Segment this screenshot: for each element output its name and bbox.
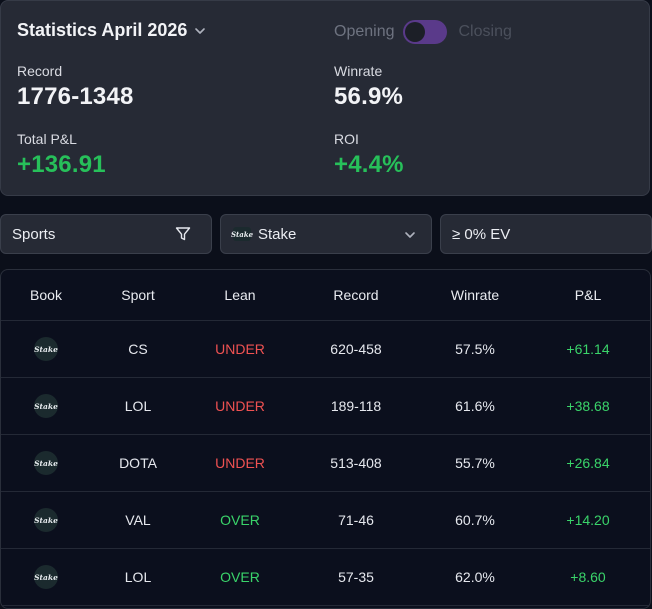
winrate-cell: 55.7% xyxy=(455,455,495,471)
winrate-value: 56.9% xyxy=(334,83,404,110)
opening-closing-toggle-group: Opening Closing xyxy=(334,20,512,44)
lean-cell: UNDER xyxy=(215,341,265,357)
lean-cell: UNDER xyxy=(215,455,265,471)
record-cell: 620-458 xyxy=(330,341,382,357)
stake-logo-icon: Stake xyxy=(231,227,253,241)
table-row[interactable]: Stake LOL OVER 57-35 62.0% +8.60 xyxy=(1,549,650,606)
toggle-label-closing: Closing xyxy=(458,23,512,40)
pnl-cell: +14.20 xyxy=(566,512,610,528)
record-stat: Record 1776-1348 xyxy=(17,63,134,111)
stake-logo-icon: Stake xyxy=(34,394,58,418)
ev-filter-input[interactable]: ≥ 0% EV xyxy=(440,214,652,254)
toggle-label-opening: Opening xyxy=(334,23,395,40)
stake-logo-icon: Stake xyxy=(34,337,58,361)
pnl-cell: +26.84 xyxy=(566,455,610,471)
statistics-card: Statistics April 2026 Opening Closing Re… xyxy=(0,0,650,196)
winrate-cell: 60.7% xyxy=(455,512,495,528)
filter-icon xyxy=(175,227,191,241)
stake-logo-icon: Stake xyxy=(34,508,58,532)
roi-label: ROI xyxy=(334,131,359,147)
book-dropdown-label: Stake xyxy=(258,225,297,243)
pnl-cell: +61.14 xyxy=(566,341,610,357)
winrate-cell: 62.0% xyxy=(455,569,495,585)
opening-closing-switch[interactable] xyxy=(402,20,447,44)
record-label: Record xyxy=(17,63,63,79)
winrate-cell: 57.5% xyxy=(455,341,495,357)
stake-logo-icon: Stake xyxy=(34,451,58,475)
table-row[interactable]: Stake VAL OVER 71-46 60.7% +14.20 xyxy=(1,492,650,549)
table-row[interactable]: Stake CS UNDER 620-458 57.5% +61.14 xyxy=(1,321,650,378)
table-header: Book Sport Lean Record Winrate P&L xyxy=(1,270,650,321)
table-row[interactable]: Stake DOTA UNDER 513-408 55.7% +26.84 xyxy=(1,435,650,492)
sport-cell: VAL xyxy=(125,512,151,528)
sport-cell: LOL xyxy=(124,398,152,414)
winrate-stat: Winrate 56.9% xyxy=(334,63,403,111)
roi-value: +4.4% xyxy=(334,151,404,178)
record-cell: 189-118 xyxy=(330,398,382,414)
record-value: 1776-1348 xyxy=(17,83,134,110)
pnl-cell: +8.60 xyxy=(570,569,606,585)
lean-cell: OVER xyxy=(220,569,260,585)
winrate-cell: 61.6% xyxy=(455,398,495,414)
roi-stat: ROI +4.4% xyxy=(334,131,404,179)
pnl-cell: +38.68 xyxy=(566,398,610,414)
book-dropdown[interactable]: Stake Stake xyxy=(220,214,432,254)
sport-cell: CS xyxy=(128,341,148,357)
sports-filter-label: Sports xyxy=(12,225,56,243)
pnl-stat: Total P&L +136.91 xyxy=(17,131,106,179)
record-cell: 57-35 xyxy=(338,569,374,585)
pnl-label: Total P&L xyxy=(17,131,77,147)
column-header-book[interactable]: Book xyxy=(30,287,62,303)
period-selector[interactable]: Statistics April 2026 xyxy=(17,20,207,41)
column-header-winrate[interactable]: Winrate xyxy=(450,287,500,303)
chevron-down-icon xyxy=(405,232,415,238)
page-title: Statistics April 2026 xyxy=(17,20,188,40)
record-cell: 71-46 xyxy=(338,512,374,528)
column-header-pnl[interactable]: P&L xyxy=(574,287,602,303)
chevron-down-icon xyxy=(195,27,206,34)
ev-filter-label: ≥ 0% EV xyxy=(452,225,511,243)
lean-cell: UNDER xyxy=(215,398,265,414)
column-header-record[interactable]: Record xyxy=(333,287,379,303)
pnl-value: +136.91 xyxy=(17,151,106,178)
table-row[interactable]: Stake LOL UNDER 189-118 61.6% +38.68 xyxy=(1,378,650,435)
sport-cell: LOL xyxy=(124,569,152,585)
stats-table: Book Sport Lean Record Winrate P&L Stake… xyxy=(0,269,651,609)
winrate-label: Winrate xyxy=(334,63,383,79)
sports-filter[interactable]: Sports xyxy=(0,214,212,254)
sport-cell: DOTA xyxy=(119,455,157,471)
switch-knob xyxy=(404,22,425,42)
record-cell: 513-408 xyxy=(330,455,382,471)
stake-logo-icon: Stake xyxy=(34,565,58,589)
lean-cell: OVER xyxy=(220,512,260,528)
column-header-sport[interactable]: Sport xyxy=(121,287,155,303)
column-header-lean[interactable]: Lean xyxy=(224,287,256,303)
